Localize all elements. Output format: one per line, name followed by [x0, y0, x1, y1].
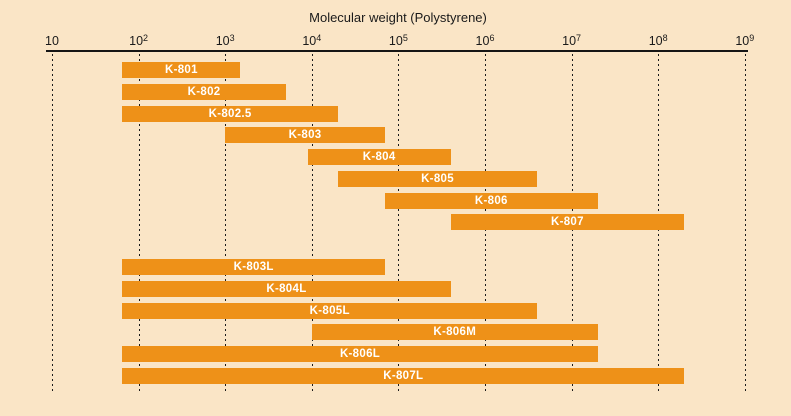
decade-gridline [744, 54, 746, 391]
x-tick-label: 108 [648, 33, 668, 49]
range-bar: K-805 [337, 170, 538, 187]
range-bar: K-806M [311, 324, 598, 341]
range-bar: K-804L [122, 281, 451, 298]
range-bar: K-805L [122, 302, 538, 319]
decade-gridline [311, 54, 313, 391]
range-bar: K-806L [122, 346, 598, 363]
x-tick-label: 107 [562, 33, 582, 49]
range-bar: K-804 [307, 149, 451, 166]
range-bar: K-802.5 [122, 105, 338, 122]
range-bar-label: K-807 [550, 216, 584, 229]
range-bar-label: K-807L [383, 369, 424, 382]
range-bar: K-803 [225, 127, 385, 144]
range-bar-label: K-804 [362, 151, 396, 164]
x-axis-line [46, 50, 748, 52]
x-tick-label: 104 [302, 33, 322, 49]
decade-gridline [225, 54, 227, 391]
decade-gridline [52, 54, 53, 391]
x-tick-label: 106 [475, 33, 495, 49]
range-bar-label: K-805 [421, 172, 454, 185]
x-tick-label: 105 [388, 33, 408, 49]
range-bar-label: K-801 [165, 64, 198, 77]
x-tick-label: 102 [129, 33, 149, 49]
range-bar-label: K-803L [233, 261, 274, 274]
range-bar-label: K-802 [187, 86, 221, 99]
x-tick-label: 103 [215, 33, 235, 49]
range-bar-label: K-803 [288, 129, 322, 142]
range-bar: K-806 [384, 192, 598, 209]
decade-gridline [398, 54, 400, 391]
range-bar-label: K-805L [309, 304, 350, 317]
range-bar: K-801 [122, 62, 241, 79]
x-tick-label: 10 [45, 34, 59, 48]
x-tick-label: 109 [735, 33, 755, 49]
range-bar-label: K-804L [266, 283, 307, 296]
range-bar-label: K-806M [433, 326, 477, 339]
range-bar: K-803L [122, 259, 385, 276]
range-bar: K-807 [450, 214, 685, 231]
decade-gridline [138, 54, 140, 391]
range-bar-label: K-806 [474, 194, 508, 207]
chart-title: Molecular weight (Polystyrene) [309, 10, 487, 25]
range-bar: K-802 [122, 84, 286, 101]
range-bar-label: K-802.5 [208, 107, 252, 120]
range-bar: K-807L [122, 367, 685, 384]
range-bar-label: K-806L [339, 348, 381, 361]
